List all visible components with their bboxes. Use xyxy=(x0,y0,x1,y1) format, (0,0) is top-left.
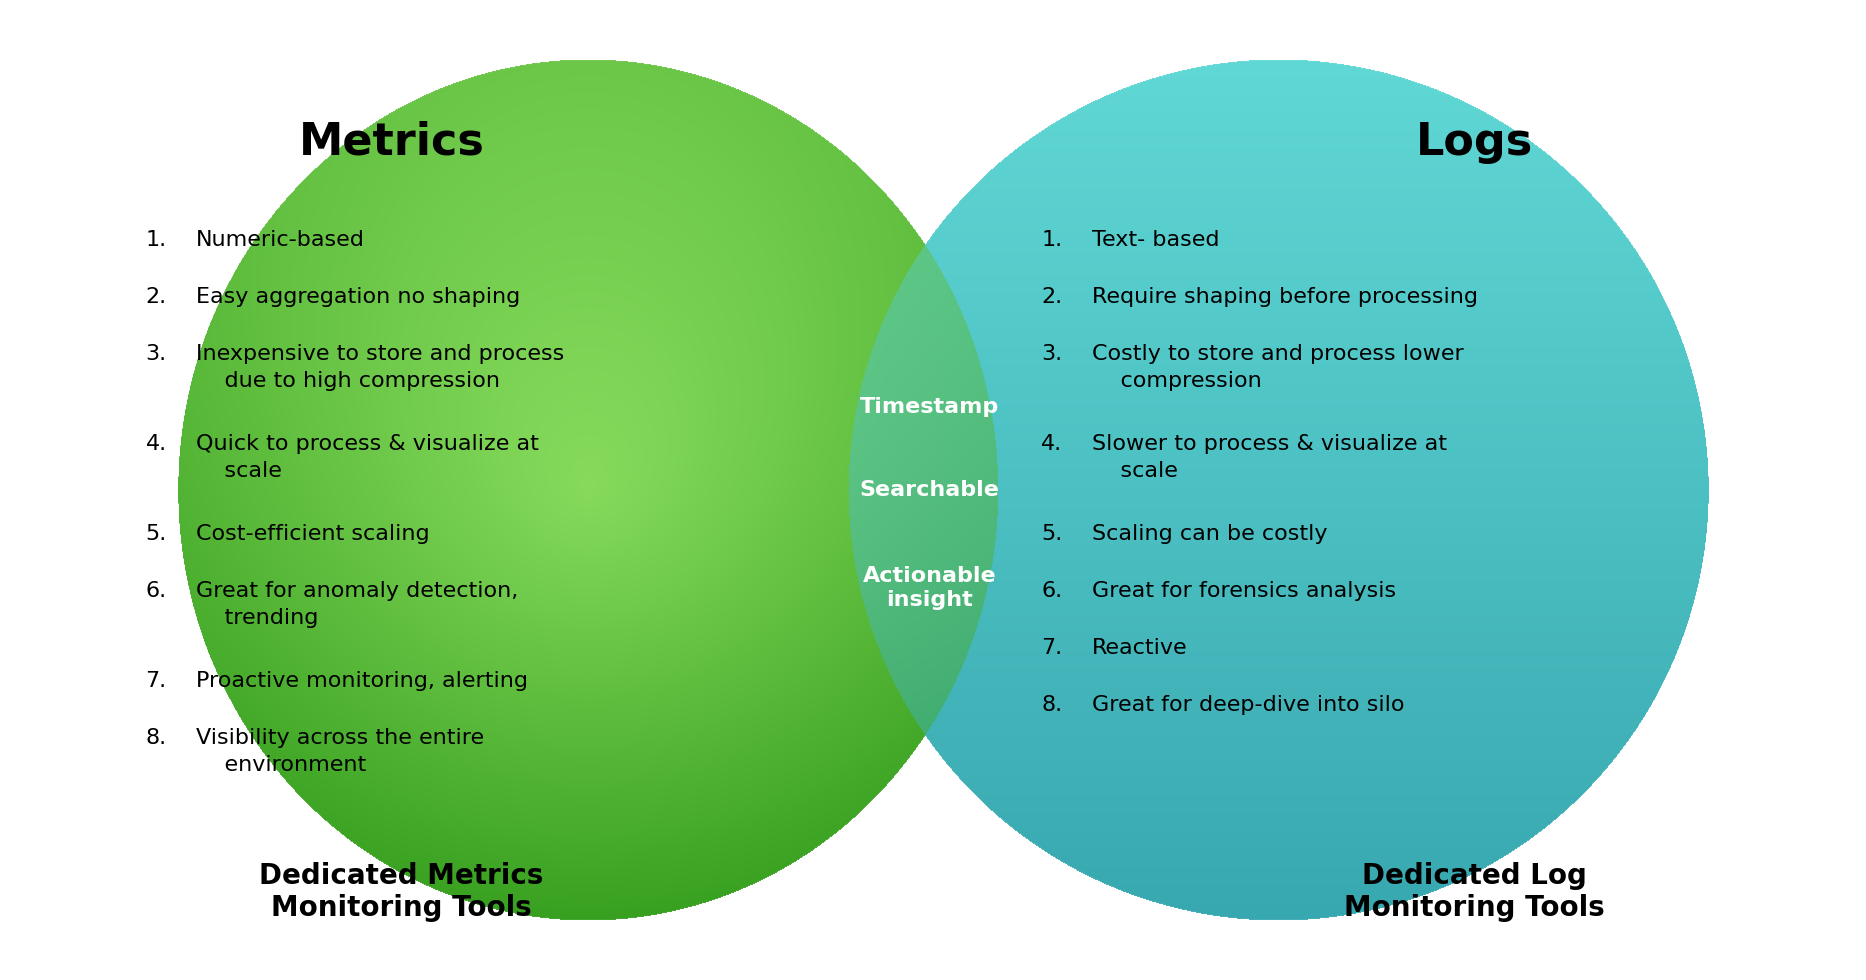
Text: Inexpensive to store and process
    due to high compression: Inexpensive to store and process due to … xyxy=(196,344,564,391)
Text: Cost-efficient scaling: Cost-efficient scaling xyxy=(196,524,429,544)
Text: 1.: 1. xyxy=(1041,230,1062,250)
Text: 4.: 4. xyxy=(146,434,166,454)
Text: Costly to store and process lower
    compression: Costly to store and process lower compre… xyxy=(1092,344,1463,391)
Text: Reactive: Reactive xyxy=(1092,638,1187,658)
Text: Slower to process & visualize at
    scale: Slower to process & visualize at scale xyxy=(1092,434,1446,481)
Text: 7.: 7. xyxy=(146,671,166,691)
Text: 8.: 8. xyxy=(1041,695,1062,714)
Text: 6.: 6. xyxy=(1041,581,1062,601)
Text: 5.: 5. xyxy=(1041,524,1062,544)
Text: Dedicated Metrics
Monitoring Tools: Dedicated Metrics Monitoring Tools xyxy=(259,861,543,922)
Text: Logs: Logs xyxy=(1416,121,1532,164)
Text: 8.: 8. xyxy=(146,728,166,748)
Text: Actionable
insight: Actionable insight xyxy=(862,566,996,610)
Text: Text- based: Text- based xyxy=(1092,230,1218,250)
Text: 1.: 1. xyxy=(146,230,166,250)
Text: 6.: 6. xyxy=(146,581,166,601)
Text: 3.: 3. xyxy=(146,344,166,364)
Text: Timestamp: Timestamp xyxy=(860,397,998,416)
Text: Require shaping before processing: Require shaping before processing xyxy=(1092,287,1478,307)
Text: Scaling can be costly: Scaling can be costly xyxy=(1092,524,1327,544)
Text: 7.: 7. xyxy=(1041,638,1062,658)
Text: 5.: 5. xyxy=(146,524,166,544)
Text: Numeric-based: Numeric-based xyxy=(196,230,366,250)
Text: Great for anomaly detection,
    trending: Great for anomaly detection, trending xyxy=(196,581,519,628)
Text: Metrics: Metrics xyxy=(299,121,485,164)
Text: Easy aggregation no shaping: Easy aggregation no shaping xyxy=(196,287,521,307)
Text: Great for deep-dive into silo: Great for deep-dive into silo xyxy=(1092,695,1403,714)
Text: 3.: 3. xyxy=(1041,344,1062,364)
Text: Dedicated Log
Monitoring Tools: Dedicated Log Monitoring Tools xyxy=(1344,861,1605,922)
Text: Great for forensics analysis: Great for forensics analysis xyxy=(1092,581,1396,601)
Text: Visibility across the entire
    environment: Visibility across the entire environment xyxy=(196,728,483,775)
Text: Quick to process & visualize at
    scale: Quick to process & visualize at scale xyxy=(196,434,539,481)
Text: 2.: 2. xyxy=(146,287,166,307)
Text: 2.: 2. xyxy=(1041,287,1062,307)
Text: 4.: 4. xyxy=(1041,434,1062,454)
Text: Proactive monitoring, alerting: Proactive monitoring, alerting xyxy=(196,671,528,691)
Text: Searchable: Searchable xyxy=(860,480,998,500)
